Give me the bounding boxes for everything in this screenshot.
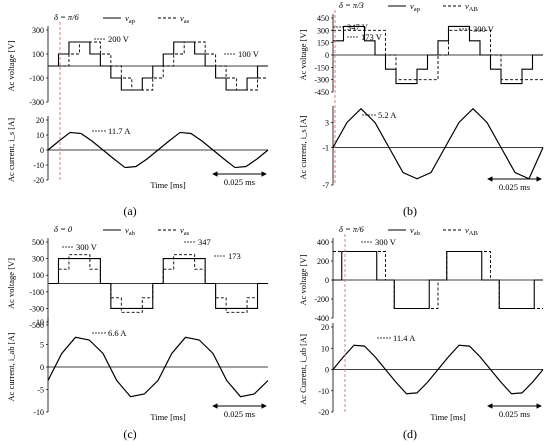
tick-label: 0 bbox=[325, 366, 329, 375]
annotation-label: 300 V bbox=[76, 242, 98, 252]
tick-label: 300 bbox=[32, 26, 44, 35]
tick-label: -300 bbox=[314, 76, 329, 85]
series-v-ap bbox=[333, 25, 543, 85]
tick-label: 450 bbox=[317, 14, 329, 23]
y-axis-label-bottom: Ac current, i_ab [A] bbox=[6, 332, 16, 401]
tick-label: -20 bbox=[33, 176, 44, 185]
tick-label: 10 bbox=[36, 318, 44, 327]
annotation-label: 173 bbox=[228, 251, 241, 261]
tick-label: -20 bbox=[318, 408, 329, 417]
series-v-as bbox=[48, 254, 268, 313]
series-v-as bbox=[48, 41, 268, 91]
y-axis-label-bottom: Ac Current, i_ab [A] bbox=[298, 334, 308, 405]
series-current bbox=[47, 336, 269, 398]
tick-label: -10 bbox=[33, 408, 44, 417]
tick-label: -100 bbox=[29, 288, 44, 297]
tick-label: -400 bbox=[314, 314, 329, 323]
tick-label: 300 bbox=[32, 255, 44, 264]
tick-label: -5 bbox=[37, 386, 44, 395]
legend-entry: vap bbox=[125, 13, 135, 25]
panel-label: (b) bbox=[403, 204, 417, 218]
current-peak-label: 11.7 A bbox=[108, 126, 131, 136]
tick-label: -10 bbox=[318, 387, 329, 396]
legend-entry: vAB bbox=[465, 225, 478, 237]
tick-label: 100 bbox=[32, 271, 44, 280]
tick-label: 10 bbox=[36, 131, 44, 140]
tick-label: 300 bbox=[317, 26, 329, 35]
y-axis-label-top: Ac voltage [V] bbox=[6, 258, 16, 309]
panel-label: (d) bbox=[403, 427, 417, 441]
annotation-label: 200 V bbox=[108, 34, 130, 44]
series-v-AB bbox=[333, 251, 543, 309]
tick-label: 200 bbox=[317, 257, 329, 266]
current-peak-label: 11.4 A bbox=[393, 333, 416, 343]
annotation-label: 173 V bbox=[361, 32, 383, 42]
tick-label: 0 bbox=[325, 51, 329, 60]
x-axis-label: Time [ms] bbox=[150, 412, 186, 422]
legend-entry: vas bbox=[180, 13, 190, 25]
delta-label: δ = π/6 bbox=[54, 12, 80, 22]
period-label: 0.025 ms bbox=[499, 409, 530, 419]
tick-label: -450 bbox=[314, 88, 329, 97]
y-axis-label-bottom: Ac current, i_s [A] bbox=[6, 118, 16, 182]
tick-label: -200 bbox=[314, 295, 329, 304]
tick-label: -300 bbox=[29, 304, 44, 313]
y-axis-label-top: Ac voltage [V] bbox=[298, 254, 308, 305]
tick-label: 0 bbox=[325, 276, 329, 285]
delta-label: δ = 0 bbox=[54, 224, 73, 234]
series-v-ap bbox=[48, 41, 268, 91]
period-label: 0.025 ms bbox=[224, 409, 255, 419]
tick-label: -7 bbox=[322, 181, 329, 190]
tick-label: 20 bbox=[36, 116, 44, 125]
legend-entry: vap bbox=[410, 1, 420, 13]
tick-label: -10 bbox=[33, 161, 44, 170]
y-axis-label-top: Ac voltage [V] bbox=[298, 29, 308, 80]
tick-label: 500 bbox=[32, 238, 44, 247]
x-axis-label: Time [ms] bbox=[430, 412, 466, 422]
tick-label: -1 bbox=[322, 144, 329, 153]
y-axis-label-bottom: Ac current, i_s [A] bbox=[298, 115, 308, 179]
annotation-label: 347 V bbox=[347, 22, 369, 32]
tick-label: 5 bbox=[40, 341, 44, 350]
tick-label: 400 bbox=[317, 238, 329, 247]
annotation-label: 300 V bbox=[375, 237, 397, 247]
annotation-label: 347 bbox=[198, 237, 211, 247]
legend-entry: vas bbox=[180, 225, 190, 237]
tick-label: 150 bbox=[317, 39, 329, 48]
tick-label: -100 bbox=[29, 74, 44, 83]
panel-b: 450 300 150 0 -150 -300 -450 Ac voltage [V] vap v… bbox=[298, 0, 544, 218]
tick-label: -150 bbox=[314, 63, 329, 72]
tick-label: -500 bbox=[29, 321, 44, 330]
legend-entry: vab bbox=[125, 225, 135, 237]
series-current bbox=[332, 107, 544, 180]
y-axis-label-top: Ac voltage [V] bbox=[6, 40, 16, 91]
current-peak-label: 6.6 A bbox=[108, 328, 127, 338]
tick-label: 100 bbox=[32, 50, 44, 59]
tick-label: 20 bbox=[321, 323, 329, 332]
annotation-label: 100 V bbox=[238, 49, 260, 59]
series-v-AB bbox=[333, 29, 543, 81]
annotation-label: 300 V bbox=[473, 24, 495, 34]
period-label: 0.025 ms bbox=[499, 182, 530, 192]
series-current bbox=[47, 131, 269, 169]
series-current bbox=[332, 344, 544, 395]
tick-label: 0 bbox=[40, 146, 44, 155]
legend-entry: vAB bbox=[465, 1, 478, 13]
period-label: 0.025 ms bbox=[224, 177, 255, 187]
legend-entry: vab bbox=[410, 225, 420, 237]
tick-label: -300 bbox=[29, 98, 44, 107]
tick-label: 10 bbox=[321, 344, 329, 353]
tick-label: 3 bbox=[325, 119, 329, 128]
panel-label: (a) bbox=[123, 204, 136, 218]
current-peak-label: 5.2 A bbox=[378, 110, 397, 120]
delta-label: δ = π/6 bbox=[339, 224, 365, 234]
panel-label: (c) bbox=[123, 427, 136, 441]
x-axis-label: Time [ms] bbox=[150, 180, 186, 190]
delta-label: δ = π/3 bbox=[339, 0, 364, 10]
tick-label: 0 bbox=[40, 363, 44, 372]
